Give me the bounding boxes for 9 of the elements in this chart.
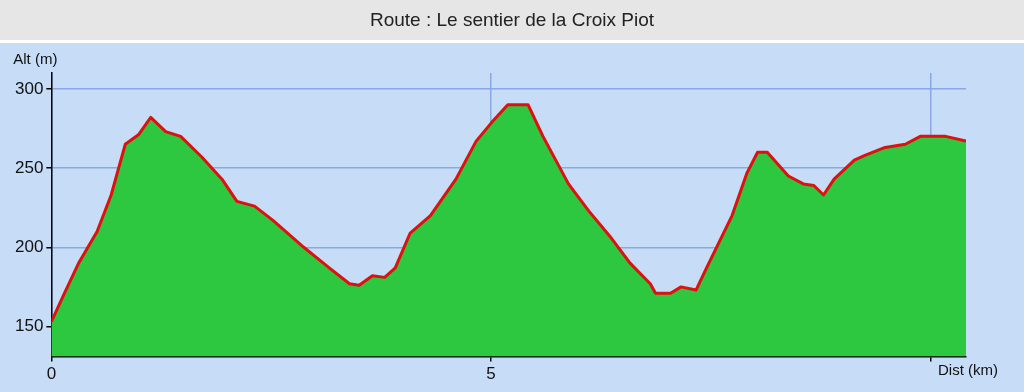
y-tick-label: 300 bbox=[14, 78, 44, 98]
x-axis-title: Dist (km) bbox=[938, 361, 998, 379]
x-tick-label: 0 bbox=[46, 364, 57, 384]
x-tick-label: 5 bbox=[486, 364, 496, 384]
y-tick-label: 250 bbox=[14, 157, 44, 177]
y-tick-label: 150 bbox=[14, 316, 44, 336]
y-tick-label: 200 bbox=[14, 236, 44, 256]
chart-title: Route : Le sentier de la Croix Piot bbox=[0, 0, 1024, 43]
y-axis-title: Alt (m) bbox=[13, 49, 58, 67]
